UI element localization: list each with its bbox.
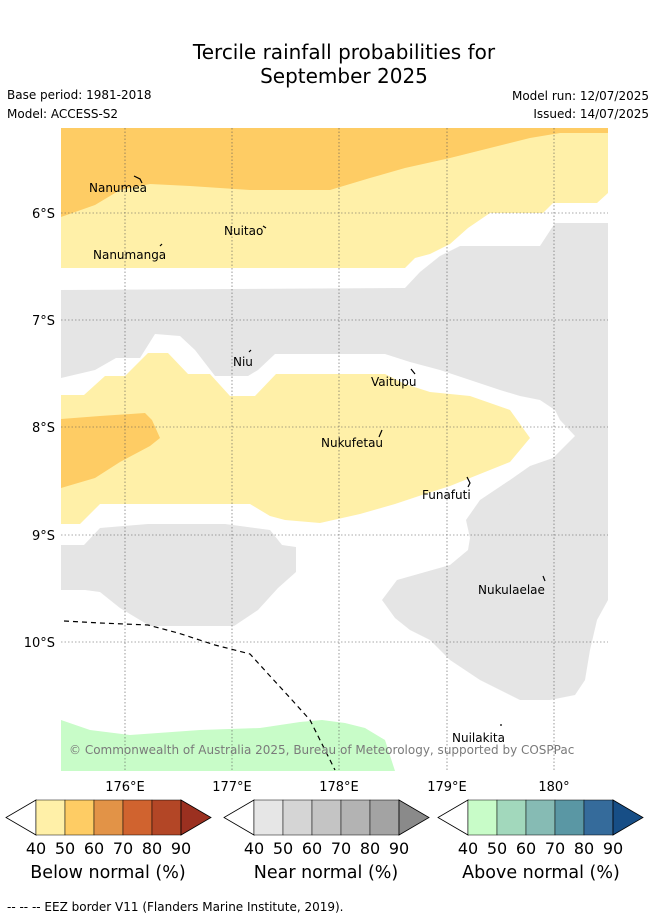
title-line-2: September 2025 — [260, 64, 428, 88]
colorbar-segment — [151, 799, 182, 836]
eez-border-line — [63, 620, 336, 771]
colorbar-segment — [467, 799, 498, 836]
colorbar-tick-label: 50 — [487, 839, 507, 858]
colorbar-segment — [64, 799, 95, 836]
colorbar-tick-label: 50 — [273, 839, 293, 858]
map-plot-area — [61, 128, 608, 771]
island-label-nuilakita: Nuilakita — [452, 731, 505, 745]
copyright-notice: © Commonwealth of Australia 2025, Bureau… — [69, 743, 574, 757]
island-label-funafuti: Funafuti — [422, 488, 471, 502]
colorbar-above-label: Above normal (%) — [462, 863, 620, 883]
colorbar-segment — [311, 799, 342, 836]
region-near-40-main — [61, 223, 608, 560]
colorbar-segment — [35, 799, 66, 836]
colorbar-tick-label: 80 — [142, 839, 162, 858]
colorbar-tick-label: 90 — [603, 839, 623, 858]
colorbar-tick-label: 70 — [113, 839, 133, 858]
lon-label-179e: 179°E — [427, 780, 467, 795]
lat-label-9s: 9°S — [32, 529, 55, 544]
island-label-niu: Niu — [233, 355, 253, 369]
model-name: Model: ACCESS-S2 — [7, 107, 119, 121]
colorbar-tick-label: 90 — [171, 839, 191, 858]
lat-label-8s: 8°S — [32, 421, 55, 436]
colorbar-underflow-triangle — [437, 799, 469, 836]
colorbar-segment — [93, 799, 124, 836]
lat-label-10s: 10°S — [24, 636, 55, 651]
region-near-40-southeast — [382, 478, 608, 700]
lat-label-7s: 7°S — [32, 314, 55, 329]
colorbar-segment — [282, 799, 313, 836]
colorbar-overflow-triangle — [180, 799, 212, 836]
colorbar-segment — [554, 799, 585, 836]
colorbar-tick-label: 80 — [574, 839, 594, 858]
colorbar-tick-label: 80 — [360, 839, 380, 858]
region-below-50-west — [61, 413, 160, 488]
title-line-1: Tercile rainfall probabilities for — [192, 40, 496, 64]
lon-label-177e: 177°E — [212, 780, 252, 795]
issued-date: Issued: 14/07/2025 — [533, 107, 649, 121]
eez-legend-note: -- -- -- EEZ border V11 (Flanders Marine… — [7, 900, 344, 914]
region-below-50-north — [61, 128, 608, 217]
lon-label-176e: 176°E — [105, 780, 145, 795]
colorbar-tick-label: 70 — [331, 839, 351, 858]
colorbar-tick-label: 40 — [244, 839, 264, 858]
island-label-nanumea: Nanumea — [89, 181, 147, 195]
lon-label-178e: 178°E — [319, 780, 359, 795]
base-period: Base period: 1981-2018 — [7, 88, 152, 102]
colorbar-segment — [122, 799, 153, 836]
colorbar-above-normal: 40 50 60 70 80 90 — [437, 799, 644, 858]
island-label-nukufetau: Nukufetau — [321, 436, 383, 450]
island-label-nanumanga: Nanumanga — [93, 248, 166, 262]
lat-label-6s: 6°S — [32, 207, 55, 222]
latitude-labels: 6°S 7°S 8°S 9°S 10°S — [24, 207, 55, 651]
island-labels: Nanumea Nuitao Nanumanga Niu Vaitupu Nuk… — [89, 181, 545, 745]
colorbar-tick-label: 60 — [84, 839, 104, 858]
colorbar-segment — [583, 799, 614, 836]
colorbar-segment — [253, 799, 284, 836]
colorbar-below-label: Below normal (%) — [30, 863, 186, 883]
lon-label-180: 180° — [538, 780, 569, 795]
colorbar-tick-label: 50 — [55, 839, 75, 858]
colorbar-underflow-triangle — [5, 799, 37, 836]
colorbar-segment — [525, 799, 556, 836]
island-shapes — [133, 175, 546, 726]
colorbar-near-label: Near normal (%) — [253, 863, 399, 883]
island-label-nuitao: Nuitao — [224, 224, 263, 238]
region-near-40-southwest — [61, 524, 296, 626]
colorbar-tick-label: 70 — [545, 839, 565, 858]
colorbar-tick-label: 60 — [302, 839, 322, 858]
region-above-40-south — [61, 720, 395, 771]
colorbar-segment — [496, 799, 527, 836]
colorbar-overflow-triangle — [398, 799, 430, 836]
colorbar-tick-label: 40 — [458, 839, 478, 858]
colorbar-tick-label: 90 — [389, 839, 409, 858]
model-run-date: Model run: 12/07/2025 — [511, 89, 649, 103]
colorbar-near-normal: 40 50 60 70 80 90 — [223, 799, 430, 858]
colorbar-overflow-triangle — [612, 799, 644, 836]
island-label-nukulaelae: Nukulaelae — [478, 583, 545, 597]
map-title: Tercile rainfall probabilities for Septe… — [0, 40, 655, 88]
colorbar-segment — [369, 799, 400, 836]
region-below-40-central — [61, 353, 530, 524]
colorbar-segment — [340, 799, 371, 836]
island-label-vaitupu: Vaitupu — [371, 375, 417, 389]
colorbar-tick-label: 40 — [26, 839, 46, 858]
colorbar-below-normal: 40 50 60 70 80 90 — [5, 799, 212, 858]
colorbar-tick-label: 60 — [516, 839, 536, 858]
longitude-labels: 176°E 177°E 178°E 179°E 180° — [105, 780, 569, 795]
graticule — [61, 128, 608, 771]
colorbar-underflow-triangle — [223, 799, 255, 836]
